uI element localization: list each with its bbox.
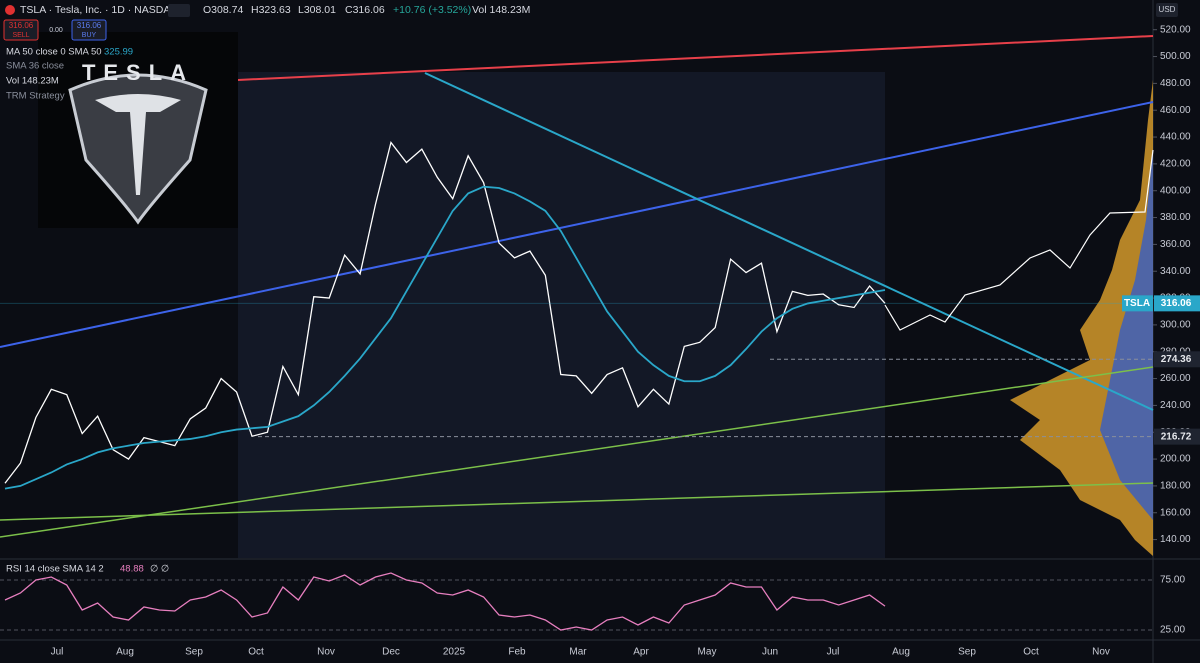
button[interactable]	[168, 4, 190, 17]
highlight-zone	[238, 72, 885, 558]
x-tick-label: Feb	[508, 647, 526, 658]
price-tag	[1154, 295, 1200, 312]
ohlc-open: O308.74	[203, 4, 243, 16]
logo-text: TESLA	[82, 60, 194, 85]
trendline	[424, 72, 1154, 411]
trendline	[0, 366, 1154, 538]
indicator-name: Vol 148.23M	[6, 76, 59, 87]
rsi-tick-label: 25.00	[1160, 625, 1185, 636]
y-tick-label: 500.00	[1160, 51, 1191, 62]
y-tick-label: 200.00	[1160, 454, 1191, 465]
price-tag	[1122, 295, 1153, 312]
x-tick-label: Dec	[382, 647, 400, 658]
x-tick-label: May	[698, 647, 717, 658]
buy-button[interactable]	[71, 19, 107, 41]
trendline	[0, 101, 1154, 348]
x-tick-label: Aug	[116, 647, 134, 658]
y-tick-label: 420.00	[1160, 159, 1191, 170]
y-tick-label: 340.00	[1160, 266, 1191, 277]
y-tick-label: 380.00	[1160, 212, 1191, 223]
indicator-name: SMA 36 close	[6, 61, 64, 72]
y-tick-label: 360.00	[1160, 239, 1191, 250]
ohlc-close: C316.06	[345, 4, 385, 16]
y-tick-label: 160.00	[1160, 507, 1191, 518]
x-tick-label: Sep	[185, 647, 203, 658]
x-tick-label: Sep	[958, 647, 976, 658]
indicator-name: MA 50 close 0 SMA 50	[6, 47, 102, 58]
buy-price: 316.06	[77, 21, 102, 30]
spread: 0.00	[49, 27, 63, 34]
rsi-line	[4, 572, 886, 631]
price-line	[4, 185, 886, 490]
price-tag-value: 316.06	[1161, 298, 1192, 309]
price-line	[4, 140, 886, 484]
rsi-tick-label: 75.00	[1160, 575, 1185, 586]
x-tick-label: Jun	[762, 647, 778, 658]
x-tick-label: Apr	[633, 647, 649, 658]
level-label: 216.72	[1161, 431, 1192, 442]
rsi-name: RSI 14 close SMA 14 2	[6, 564, 104, 575]
price-tag-name: TSLA	[1124, 298, 1150, 309]
y-tick-label: 240.00	[1160, 400, 1191, 411]
y-tick-label: 260.00	[1160, 373, 1191, 384]
indicator-value: 325.99	[104, 47, 133, 58]
change: +10.76 (+3.52%)	[393, 4, 471, 16]
y-tick-label: 180.00	[1160, 481, 1191, 492]
x-tick-label: Jul	[51, 647, 64, 658]
x-tick-label: 2025	[443, 647, 466, 658]
trendline	[0, 482, 1154, 521]
sell-price: 316.06	[9, 21, 34, 30]
logo-t	[95, 94, 181, 195]
y-tick-label: 480.00	[1160, 78, 1191, 89]
level-label: 274.36	[1161, 354, 1192, 365]
x-tick-label: Aug	[892, 647, 910, 658]
symbol-icon	[5, 5, 15, 15]
buy-label: BUY	[82, 32, 97, 39]
x-tick-label: Oct	[1023, 647, 1039, 658]
volume-profile	[1100, 150, 1153, 520]
currency-button[interactable]	[1156, 3, 1178, 17]
trendline	[237, 35, 1154, 81]
volume: Vol 148.23M	[472, 4, 530, 16]
x-tick-label: Nov	[1092, 647, 1110, 658]
x-tick-label: Oct	[248, 647, 264, 658]
y-tick-label: 460.00	[1160, 105, 1191, 116]
level-tag	[1154, 428, 1200, 445]
y-tick-label: 520.00	[1160, 24, 1191, 35]
rsi-value: 48.88	[120, 564, 144, 575]
y-tick-label: 140.00	[1160, 534, 1191, 545]
y-tick-label: 300.00	[1160, 320, 1191, 331]
sell-label: SELL	[12, 32, 29, 39]
sell-button[interactable]	[3, 19, 39, 41]
y-tick-label: 400.00	[1160, 185, 1191, 196]
symbol: TSLA · Tesla, Inc. · 1D · NASDAQ	[20, 4, 179, 16]
rsi-extra: ∅ ∅	[150, 564, 169, 575]
indicator-name: TRM Strategy	[6, 91, 65, 102]
currency: USD	[1159, 5, 1176, 14]
projection	[884, 149, 1154, 331]
plot: 140.00160.00180.00200.00220.00240.00260.…	[0, 24, 1200, 658]
ohlc-low: L308.01	[298, 4, 336, 16]
level-tag	[1154, 351, 1200, 368]
x-tick-label: Mar	[569, 647, 587, 658]
x-tick-label: Nov	[317, 647, 335, 658]
x-tick-label: Jul	[827, 647, 840, 658]
ohlc-high: H323.63	[251, 4, 291, 16]
y-tick-label: 440.00	[1160, 132, 1191, 143]
